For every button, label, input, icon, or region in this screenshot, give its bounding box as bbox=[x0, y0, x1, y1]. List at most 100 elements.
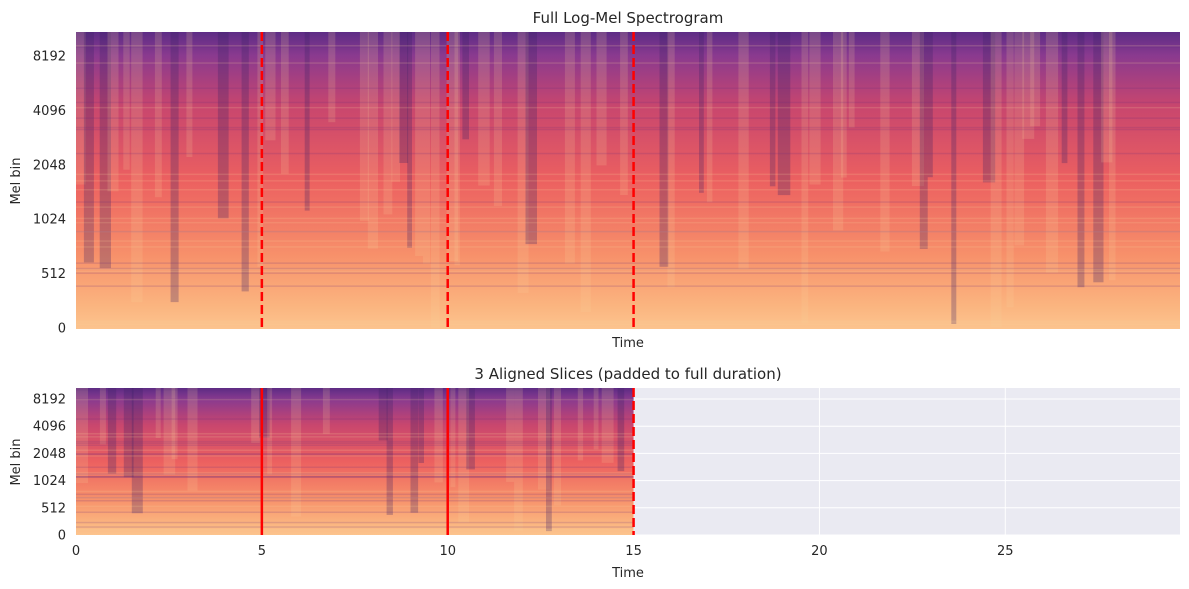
spectrogram-column bbox=[990, 32, 1002, 328]
spectrogram-column bbox=[107, 388, 117, 474]
y-tick-label: 512 bbox=[41, 501, 66, 516]
spectrogram-band bbox=[76, 466, 634, 468]
spectrogram-column bbox=[514, 388, 523, 532]
spectrogram-column bbox=[538, 388, 551, 490]
spectrogram-band bbox=[76, 476, 634, 478]
spectrogram-band bbox=[76, 476, 634, 478]
spectrogram-column bbox=[620, 32, 628, 195]
spectrogram-column bbox=[466, 388, 475, 470]
y-tick-label: 8192 bbox=[33, 393, 66, 408]
spectrogram-column bbox=[267, 388, 273, 475]
spectrogram-band bbox=[76, 221, 1180, 224]
spectrogram-band bbox=[76, 117, 1180, 119]
spectrogram-column bbox=[1022, 32, 1035, 139]
spectrogram-column bbox=[1061, 32, 1068, 164]
spectrogram-band bbox=[76, 46, 1180, 48]
spectrogram-column bbox=[593, 388, 599, 450]
y-tick-label: 512 bbox=[41, 267, 66, 282]
bottom-y-axis: 0 512 1024 2048 4096 8192 bbox=[33, 393, 66, 544]
spectrogram-band bbox=[76, 106, 1180, 109]
spectrogram-column bbox=[982, 32, 996, 183]
spectrogram-band bbox=[76, 45, 1180, 47]
spectrogram-band bbox=[76, 521, 634, 524]
spectrogram-column bbox=[1109, 32, 1116, 281]
spectrogram-column bbox=[155, 388, 161, 438]
spectrogram-column bbox=[259, 388, 270, 438]
spectrogram-column bbox=[257, 32, 263, 267]
spectrogram-band bbox=[76, 473, 634, 476]
spectrogram-column bbox=[170, 32, 179, 303]
spectrogram-band bbox=[76, 440, 634, 443]
spectrogram-column bbox=[577, 388, 584, 461]
spectrogram-column bbox=[123, 32, 130, 170]
x-tick-label: 15 bbox=[625, 544, 642, 559]
spectrogram-column bbox=[801, 32, 809, 324]
spectrogram-band bbox=[76, 398, 634, 401]
spectrogram-band bbox=[76, 285, 1180, 287]
spectrogram-column bbox=[580, 32, 591, 312]
spectrogram-column bbox=[699, 32, 704, 193]
spectrogram-band bbox=[76, 201, 1180, 203]
y-tick-label: 2048 bbox=[33, 447, 66, 462]
spectrogram-column bbox=[99, 388, 106, 445]
spectrogram-column bbox=[706, 32, 713, 203]
spectrogram-column bbox=[217, 32, 229, 219]
spectrogram-column bbox=[171, 388, 178, 460]
spectrogram-band bbox=[76, 455, 634, 457]
spectrogram-column bbox=[367, 32, 378, 249]
spectrogram-column bbox=[391, 32, 400, 182]
spectrogram-column bbox=[493, 32, 502, 207]
spectrogram-column bbox=[454, 32, 460, 266]
top-boundaries bbox=[260, 32, 635, 329]
spectrogram-column bbox=[99, 32, 111, 269]
spectrogram-column bbox=[840, 32, 847, 178]
top-xlabel: Time bbox=[611, 336, 644, 351]
spectrogram-column bbox=[291, 388, 302, 517]
spectrogram-column bbox=[777, 32, 791, 196]
spectrogram-band bbox=[76, 240, 1180, 242]
spectrogram-band bbox=[76, 453, 634, 456]
top-spectrogram-texture bbox=[76, 32, 1180, 328]
y-tick-label: 0 bbox=[58, 529, 66, 544]
spectrogram-column bbox=[359, 32, 369, 221]
spectrogram-band bbox=[76, 449, 634, 451]
spectrogram-column bbox=[506, 388, 515, 482]
spectrogram-band bbox=[76, 526, 634, 528]
spectrogram-column bbox=[1093, 32, 1104, 283]
spectrogram-column bbox=[386, 388, 393, 515]
bottom-spectrogram-image bbox=[76, 388, 634, 535]
spectrogram-band bbox=[76, 101, 1180, 104]
full-spectrogram-panel: Full Log-Mel Spectrogram 0 512 1024 2048 409… bbox=[9, 9, 1180, 351]
spectrogram-column bbox=[919, 32, 928, 249]
y-tick-label: 1024 bbox=[33, 213, 66, 228]
spectrogram-column bbox=[430, 32, 440, 328]
spectrogram-column bbox=[659, 32, 669, 267]
spectrogram-column bbox=[667, 32, 675, 288]
spectrogram-column bbox=[517, 32, 529, 293]
y-tick-label: 4096 bbox=[33, 104, 66, 119]
spectrogram-column bbox=[418, 388, 424, 463]
spectrogram-band bbox=[76, 476, 634, 478]
top-title: Full Log-Mel Spectrogram bbox=[533, 9, 724, 27]
spectrogram-column bbox=[478, 32, 490, 186]
spectrogram-column bbox=[1014, 32, 1025, 246]
spectrogram-column bbox=[383, 32, 393, 215]
spectrogram-band bbox=[76, 246, 1180, 248]
spectrogram-column bbox=[415, 32, 423, 256]
bottom-spectrogram-texture bbox=[76, 388, 634, 532]
bottom-boundaries bbox=[260, 388, 635, 535]
top-y-axis: 0 512 1024 2048 4096 8192 bbox=[33, 50, 66, 337]
y-tick-label: 4096 bbox=[33, 420, 66, 435]
bottom-xlabel: Time bbox=[611, 566, 644, 581]
spectrogram-column bbox=[458, 388, 470, 523]
spectrogram-column bbox=[462, 32, 469, 140]
spectrogram-band bbox=[76, 497, 634, 499]
spectrogram-column bbox=[601, 388, 614, 463]
x-tick-label: 10 bbox=[439, 544, 456, 559]
spectrogram-column bbox=[76, 32, 86, 185]
spectrogram-column bbox=[738, 32, 749, 269]
spectrogram-band bbox=[76, 388, 634, 391]
spectrogram-band bbox=[76, 231, 1180, 233]
spectrogram-column bbox=[596, 32, 607, 166]
y-tick-label: 8192 bbox=[33, 50, 66, 65]
